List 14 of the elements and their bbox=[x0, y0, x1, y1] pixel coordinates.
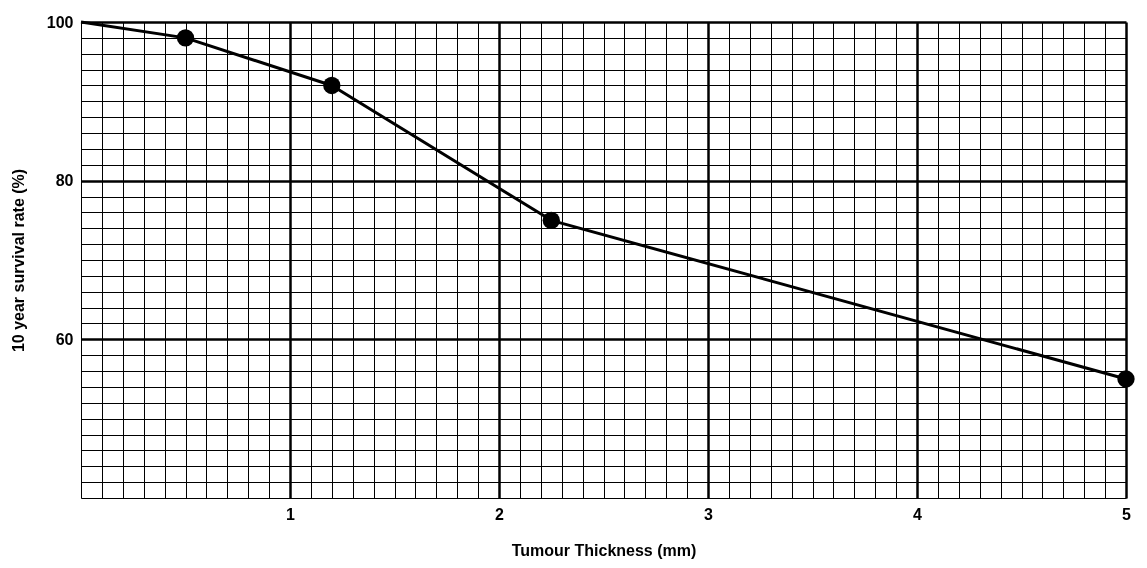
x-tick-label: 3 bbox=[704, 505, 714, 523]
x-tick-label: 2 bbox=[495, 505, 505, 523]
x-tick-label: 4 bbox=[913, 505, 923, 523]
point bbox=[323, 76, 341, 95]
point bbox=[542, 211, 560, 229]
y-axis-title: 10 year survival rate (%) bbox=[9, 168, 27, 353]
point bbox=[1117, 370, 1135, 388]
x-tick-label: 1 bbox=[286, 505, 296, 523]
x-tick-label: 5 bbox=[1122, 505, 1132, 523]
point bbox=[176, 29, 195, 47]
x-axis-title: Tumour Thickness (mm) bbox=[511, 541, 697, 559]
y-tick-label: 60 bbox=[55, 330, 74, 348]
y-tick-label: 100 bbox=[46, 13, 74, 31]
y-tick-label: 80 bbox=[55, 172, 74, 190]
